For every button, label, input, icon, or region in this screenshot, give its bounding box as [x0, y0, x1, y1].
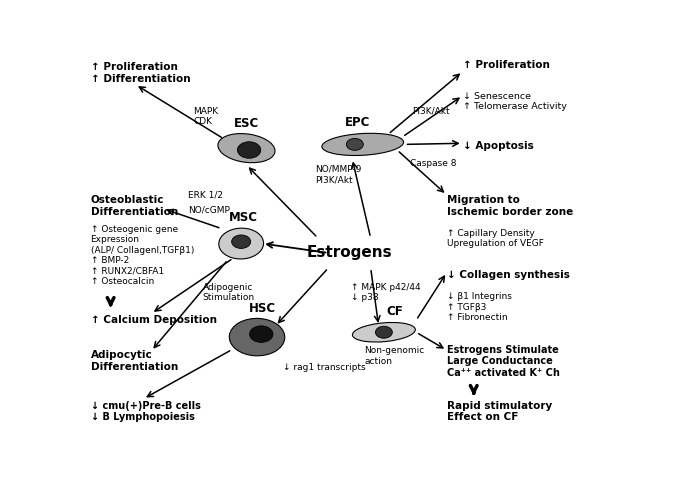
- Text: Caspase 8: Caspase 8: [411, 158, 457, 168]
- Text: NO/cGMP: NO/cGMP: [188, 206, 231, 214]
- Ellipse shape: [353, 323, 415, 342]
- Text: ↓ Senescence
↑ Telomerase Activity: ↓ Senescence ↑ Telomerase Activity: [463, 92, 567, 111]
- Text: Non-genomic
action: Non-genomic action: [364, 346, 425, 365]
- Circle shape: [232, 235, 251, 248]
- Text: HSC: HSC: [249, 302, 276, 314]
- Ellipse shape: [218, 134, 275, 163]
- Text: ERK 1/2: ERK 1/2: [188, 191, 223, 199]
- Text: ↓ rag1 transcripts: ↓ rag1 transcripts: [284, 363, 366, 372]
- Text: ↓ Apoptosis: ↓ Apoptosis: [463, 140, 534, 151]
- Circle shape: [250, 326, 273, 342]
- Text: Adipocytic
Differentiation: Adipocytic Differentiation: [91, 350, 178, 372]
- Circle shape: [375, 326, 392, 338]
- Text: ↑ MAPK p42/44
↓ p38: ↑ MAPK p42/44 ↓ p38: [351, 282, 421, 302]
- Text: ↑ Proliferation
↑ Differentiation: ↑ Proliferation ↑ Differentiation: [91, 62, 190, 84]
- Text: Adipogenic
Stimulation: Adipogenic Stimulation: [203, 282, 254, 302]
- Ellipse shape: [322, 133, 404, 156]
- Text: MSC: MSC: [229, 211, 258, 224]
- Circle shape: [346, 139, 364, 150]
- Text: ↓ Collagen synthesis: ↓ Collagen synthesis: [447, 270, 570, 280]
- Ellipse shape: [229, 318, 285, 356]
- Text: ↑ Proliferation: ↑ Proliferation: [463, 60, 550, 70]
- Circle shape: [237, 142, 261, 158]
- Text: ↑ Calcium Deposition: ↑ Calcium Deposition: [91, 314, 217, 325]
- Text: ESC: ESC: [234, 117, 259, 130]
- Text: EPC: EPC: [345, 117, 370, 129]
- Ellipse shape: [219, 228, 263, 259]
- Text: ↑ Capillary Density
Upregulation of VEGF: ↑ Capillary Density Upregulation of VEGF: [447, 228, 544, 248]
- Text: NO/MMP-9
PI3K/Akt: NO/MMP-9 PI3K/Akt: [315, 165, 361, 184]
- Text: Rapid stimulatory
Effect on CF: Rapid stimulatory Effect on CF: [447, 401, 552, 422]
- Text: Estrogens Stimulate
Large Conductance
Ca⁺⁺ activated K⁺ Ch: Estrogens Stimulate Large Conductance Ca…: [447, 345, 560, 378]
- Text: Estrogens: Estrogens: [307, 245, 392, 260]
- Text: CF: CF: [386, 305, 403, 318]
- Text: ↓ β1 Integrins
↑ TGFβ3
↑ Fibronectin: ↓ β1 Integrins ↑ TGFβ3 ↑ Fibronectin: [447, 292, 512, 322]
- Text: MAPK
CDK: MAPK CDK: [194, 106, 219, 126]
- Text: Osteoblastic
Differentiation: Osteoblastic Differentiation: [91, 195, 178, 216]
- Text: ↓ cmu(+)Pre-B cells
↓ B Lymphopoiesis: ↓ cmu(+)Pre-B cells ↓ B Lymphopoiesis: [91, 401, 201, 422]
- Text: PI3K/Akt: PI3K/Akt: [412, 106, 449, 115]
- Text: Migration to
Ischemic border zone: Migration to Ischemic border zone: [447, 195, 574, 216]
- Text: ↑ Osteogenic gene
Expression
(ALP/ CollagenI,TGFβ1)
↑ BMP-2
↑ RUNX2/CBFA1
↑ Oste: ↑ Osteogenic gene Expression (ALP/ Colla…: [91, 225, 194, 286]
